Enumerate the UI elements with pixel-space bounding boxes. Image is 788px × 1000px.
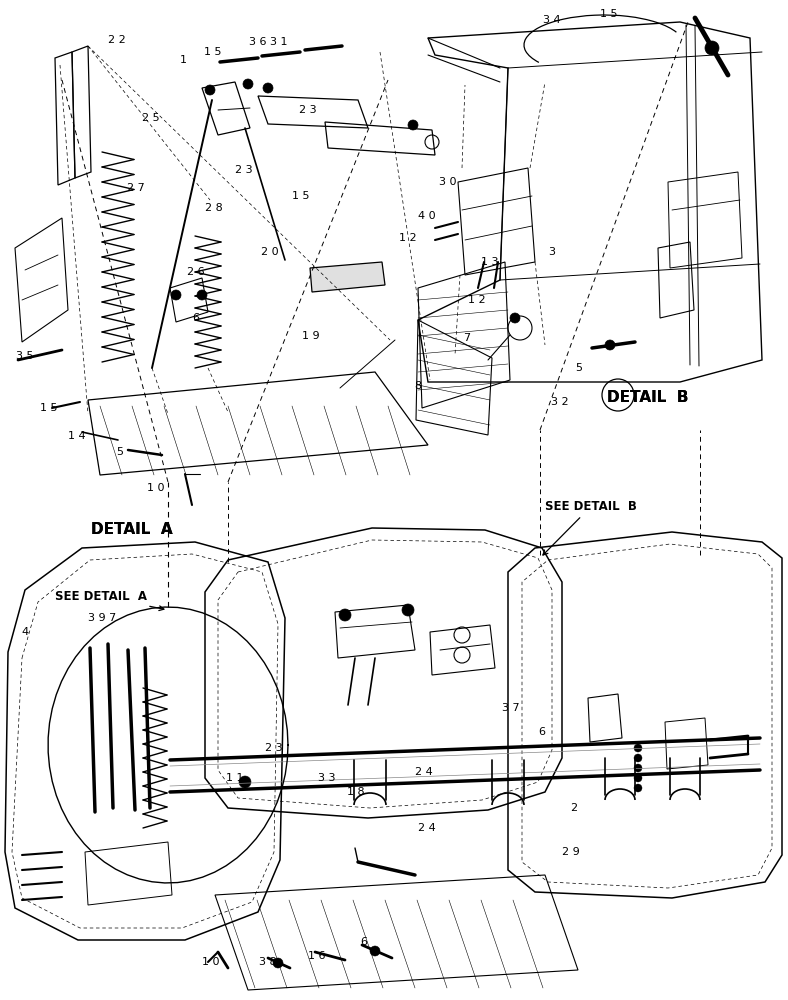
Text: 3 5: 3 5 bbox=[17, 351, 34, 361]
Circle shape bbox=[605, 340, 615, 350]
Text: 2 3: 2 3 bbox=[236, 165, 253, 175]
Circle shape bbox=[634, 764, 642, 772]
Circle shape bbox=[402, 604, 414, 616]
Text: 1 4: 1 4 bbox=[69, 431, 86, 441]
Text: 1 6: 1 6 bbox=[308, 951, 325, 961]
Text: 3 6 3 1: 3 6 3 1 bbox=[249, 37, 287, 47]
Circle shape bbox=[705, 41, 719, 55]
Text: 4: 4 bbox=[21, 627, 29, 637]
Text: 1 5: 1 5 bbox=[204, 47, 221, 57]
Text: 3 8: 3 8 bbox=[259, 957, 277, 967]
Text: 3: 3 bbox=[548, 247, 555, 257]
Text: 6: 6 bbox=[539, 727, 545, 737]
Circle shape bbox=[263, 83, 273, 93]
Text: 1 9: 1 9 bbox=[303, 331, 320, 341]
Text: 6: 6 bbox=[192, 313, 199, 323]
Text: 3 7: 3 7 bbox=[502, 703, 519, 713]
Circle shape bbox=[510, 313, 520, 323]
Text: SEE DETAIL  B: SEE DETAIL B bbox=[543, 500, 637, 555]
Text: 1 0: 1 0 bbox=[203, 957, 220, 967]
Text: 2 3: 2 3 bbox=[299, 105, 316, 115]
Circle shape bbox=[205, 85, 215, 95]
Text: 8: 8 bbox=[414, 381, 422, 391]
Text: 2 4: 2 4 bbox=[415, 767, 433, 777]
Polygon shape bbox=[310, 262, 385, 292]
Text: 1 8: 1 8 bbox=[348, 787, 365, 797]
Circle shape bbox=[243, 79, 253, 89]
Circle shape bbox=[634, 774, 642, 782]
Circle shape bbox=[197, 290, 207, 300]
Text: 2 2: 2 2 bbox=[108, 35, 125, 45]
Text: 5: 5 bbox=[117, 447, 123, 457]
Circle shape bbox=[273, 958, 283, 968]
Text: 2 3: 2 3 bbox=[266, 743, 283, 753]
Text: 1 5: 1 5 bbox=[292, 191, 310, 201]
Circle shape bbox=[171, 290, 181, 300]
Text: 1 2: 1 2 bbox=[468, 295, 485, 305]
Text: 2: 2 bbox=[570, 803, 578, 813]
Text: 1 0: 1 0 bbox=[147, 483, 165, 493]
Circle shape bbox=[408, 120, 418, 130]
Text: 7: 7 bbox=[463, 333, 470, 343]
Circle shape bbox=[634, 744, 642, 752]
Text: 2 4: 2 4 bbox=[418, 823, 436, 833]
Text: 2 0: 2 0 bbox=[261, 247, 278, 257]
Text: 3 3: 3 3 bbox=[318, 773, 336, 783]
Text: DETAIL  B: DETAIL B bbox=[608, 390, 689, 406]
Circle shape bbox=[370, 946, 380, 956]
Circle shape bbox=[339, 609, 351, 621]
Circle shape bbox=[634, 784, 642, 792]
Text: 6: 6 bbox=[361, 937, 367, 947]
Text: 1 5: 1 5 bbox=[600, 9, 617, 19]
Text: 2 9: 2 9 bbox=[562, 847, 579, 857]
Text: 2 7: 2 7 bbox=[127, 183, 144, 193]
Text: 3 0: 3 0 bbox=[439, 177, 456, 187]
Text: DETAIL  A: DETAIL A bbox=[91, 522, 173, 538]
Text: 3 2: 3 2 bbox=[551, 397, 568, 407]
Text: 4 0: 4 0 bbox=[418, 211, 436, 221]
Text: 2 6: 2 6 bbox=[187, 267, 204, 277]
Text: 1: 1 bbox=[180, 55, 187, 65]
Text: 3 9 7: 3 9 7 bbox=[88, 613, 117, 623]
Text: 1 3: 1 3 bbox=[481, 257, 499, 267]
Text: DETAIL  B: DETAIL B bbox=[608, 390, 689, 406]
Text: 1 5: 1 5 bbox=[40, 403, 58, 413]
Text: 2 8: 2 8 bbox=[206, 203, 223, 213]
Text: 2 5: 2 5 bbox=[143, 113, 160, 123]
Circle shape bbox=[239, 776, 251, 788]
Text: SEE DETAIL  A: SEE DETAIL A bbox=[55, 590, 164, 611]
Circle shape bbox=[634, 754, 642, 762]
Text: 1 1: 1 1 bbox=[226, 773, 243, 783]
Text: DETAIL  A: DETAIL A bbox=[91, 522, 173, 538]
Text: 5: 5 bbox=[576, 363, 582, 373]
Text: 3 4: 3 4 bbox=[543, 15, 560, 25]
Text: 1 2: 1 2 bbox=[400, 233, 417, 243]
